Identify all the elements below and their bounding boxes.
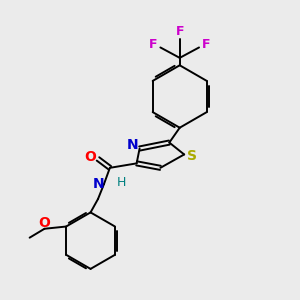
Text: F: F <box>202 38 211 51</box>
Text: O: O <box>85 150 97 164</box>
Text: N: N <box>127 138 139 152</box>
Text: N: N <box>93 177 104 191</box>
Text: F: F <box>176 25 184 38</box>
Text: S: S <box>187 149 196 163</box>
Text: O: O <box>38 216 50 230</box>
Text: F: F <box>149 38 157 51</box>
Text: H: H <box>117 176 127 189</box>
